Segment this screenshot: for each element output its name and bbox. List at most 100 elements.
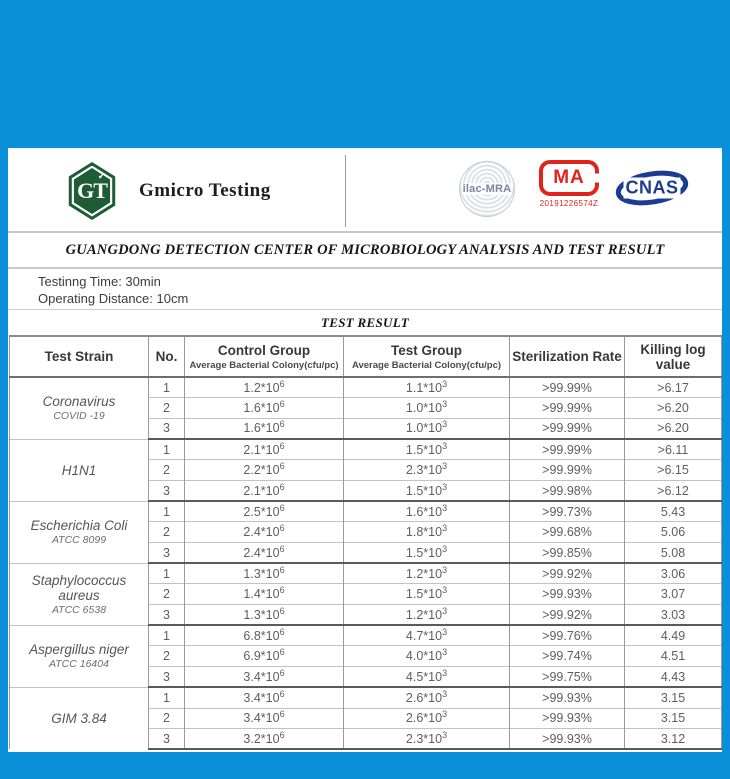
table-row: Staphylococcus aureus ATCC 6538 1 1.3*106 1.… — [9, 562, 722, 626]
sterilization-rate-value: >99.92% — [509, 562, 625, 584]
sterilization-rate-value: >99.93% — [509, 707, 625, 729]
test-value: 1.2*103 — [343, 604, 510, 627]
table-row: H1N1 1 2.1*106 1.5*103 >99.99% >6.11 — [9, 438, 722, 502]
table-row: Aspergillus niger ATCC 16404 1 6.8*106 4.7*1… — [9, 624, 722, 688]
no-value: 1 — [148, 562, 185, 584]
table-row: 3 3.2*106 2.3*103 >99.93% 3.12 — [10, 728, 722, 751]
control-value: 2.4*106 — [184, 521, 344, 543]
col-header-control-group: Control Group Average Bacterial Colony(c… — [184, 335, 344, 378]
killing-log-value: >6.11 — [624, 438, 722, 460]
table-header-row: Test Strain No. Control Group Average Ba… — [9, 335, 722, 378]
col-header-no: No. — [148, 335, 185, 378]
table-row: 3 2.1*106 1.5*103 >99.98% >6.12 — [10, 479, 722, 503]
strain-subtitle: COVID -19 — [53, 410, 105, 423]
sterilization-rate-value: >99.99% — [509, 397, 625, 419]
strain-cell: Escherichia Coli ATCC 8099 — [9, 500, 149, 564]
strain-cell: Staphylococcus aureus ATCC 6538 — [9, 562, 149, 626]
cma-logo: MA 20191226574Z — [536, 160, 602, 208]
ilac-mra-logo: ilac-MRA — [459, 161, 515, 217]
table-row: 2 6.9*106 4.0*103 >99.74% 4.51 — [10, 645, 722, 667]
killing-log-value: 3.03 — [624, 604, 722, 627]
table-row: 3 1.3*106 1.2*103 >99.92% 3.03 — [10, 604, 722, 627]
strain-name: H1N1 — [61, 462, 97, 478]
no-value: 2 — [148, 707, 185, 729]
report-header: GT ✓ Gmicro Testing ilac-MRA MA 20191226… — [8, 148, 722, 233]
control-value: 6.9*106 — [184, 645, 344, 667]
no-value: 2 — [148, 397, 185, 419]
sterilization-rate-value: >99.76% — [509, 624, 625, 646]
strain-cell: Coronavirus COVID -19 — [9, 376, 149, 440]
sterilization-rate-value: >99.75% — [509, 666, 625, 689]
table-row: 2 2.4*106 1.8*103 >99.68% 5.06 — [10, 521, 722, 543]
col-header-test-group: Test Group Average Bacterial Colony(cfu/… — [343, 335, 510, 378]
control-value: 2.1*106 — [184, 438, 344, 460]
test-value: 1.2*103 — [343, 562, 510, 584]
killing-log-value: >6.12 — [624, 479, 722, 503]
test-value: 2.3*103 — [343, 728, 510, 751]
table-row: Coronavirus COVID -19 1 1.2*106 1.1*103 >99.9… — [9, 376, 722, 440]
no-value: 2 — [148, 459, 185, 481]
control-value: 1.3*106 — [184, 562, 344, 584]
logo-check-icon: ✓ — [97, 171, 106, 182]
control-value: 2.5*106 — [184, 500, 344, 522]
control-value: 1.4*106 — [184, 583, 344, 605]
killing-log-value: 3.06 — [624, 562, 722, 584]
strain-subtitle: ATCC 8099 — [51, 534, 107, 547]
table-row: Escherichia Coli ATCC 8099 1 2.5*106 1.6*103… — [9, 500, 722, 564]
control-value: 6.8*106 — [184, 624, 344, 646]
control-value: 2.1*106 — [184, 479, 344, 503]
no-value: 2 — [148, 645, 185, 667]
col-header-killing-log-value: Killing log value — [624, 335, 722, 378]
control-value: 1.6*106 — [184, 417, 344, 441]
test-value: 4.5*103 — [343, 666, 510, 689]
cma-mark-icon: MA — [539, 160, 599, 196]
strain-name: GIM 3.84 — [51, 711, 107, 727]
sterilization-rate-value: >99.93% — [509, 728, 625, 751]
test-value: 2.6*103 — [343, 686, 510, 708]
no-value: 2 — [148, 521, 185, 543]
gmicro-logo-icon: GT ✓ — [68, 162, 116, 220]
control-value: 1.2*106 — [184, 376, 344, 398]
sterilization-rate-value: >99.99% — [509, 459, 625, 481]
control-value: 3.4*106 — [184, 666, 344, 689]
table-row: 3 3.4*106 4.5*103 >99.75% 4.43 — [10, 666, 722, 689]
test-value: 1.1*103 — [343, 376, 510, 398]
table-row: 3 2.4*106 1.5*103 >99.85% 5.08 — [10, 542, 722, 565]
killing-log-value: >6.15 — [624, 459, 722, 481]
table-row: 2 3.4*106 2.6*103 >99.93% 3.15 — [10, 707, 722, 729]
cnas-orbit-icon — [615, 170, 689, 206]
killing-log-value: >6.17 — [624, 376, 722, 398]
sterilization-rate-value: >99.98% — [509, 479, 625, 503]
strain-name: Staphylococcus aureus — [31, 572, 127, 603]
control-value: 2.2*106 — [184, 459, 344, 481]
killing-log-value: 4.43 — [624, 666, 722, 689]
sterilization-rate-value: >99.93% — [509, 686, 625, 708]
control-value: 3.4*106 — [184, 686, 344, 708]
control-value: 2.4*106 — [184, 542, 344, 565]
strain-name: Aspergillus niger — [29, 642, 129, 658]
test-value: 1.6*103 — [343, 500, 510, 522]
no-value: 3 — [148, 417, 185, 441]
logo-letters: GT — [77, 178, 108, 203]
control-value: 3.2*106 — [184, 728, 344, 751]
test-value: 1.0*103 — [343, 397, 510, 419]
ilac-mra-label: ilac-MRA — [461, 183, 513, 195]
sterilization-rate-value: >99.74% — [509, 645, 625, 667]
no-value: 3 — [148, 666, 185, 689]
test-value: 1.5*103 — [343, 583, 510, 605]
brand-name: Gmicro Testing — [139, 180, 271, 201]
header-divider — [345, 155, 346, 227]
killing-log-value: 4.51 — [624, 645, 722, 667]
report-card: GT ✓ Gmicro Testing ilac-MRA MA 20191226… — [8, 148, 722, 752]
table-row: 3 1.6*106 1.0*103 >99.99% >6.20 — [10, 417, 722, 441]
control-value: 1.6*106 — [184, 397, 344, 419]
sterilization-rate-value: >99.99% — [509, 376, 625, 398]
test-info: Testinng Time: 30min Operating Distance:… — [8, 269, 722, 310]
no-value: 3 — [148, 728, 185, 751]
test-value: 4.0*103 — [343, 645, 510, 667]
killing-log-value: 3.15 — [624, 686, 722, 708]
killing-log-value: >6.20 — [624, 397, 722, 419]
table-row: 2 2.2*106 2.3*103 >99.99% >6.15 — [10, 459, 722, 481]
killing-log-value: 3.07 — [624, 583, 722, 605]
strain-cell: GIM 3.84 — [9, 686, 149, 750]
